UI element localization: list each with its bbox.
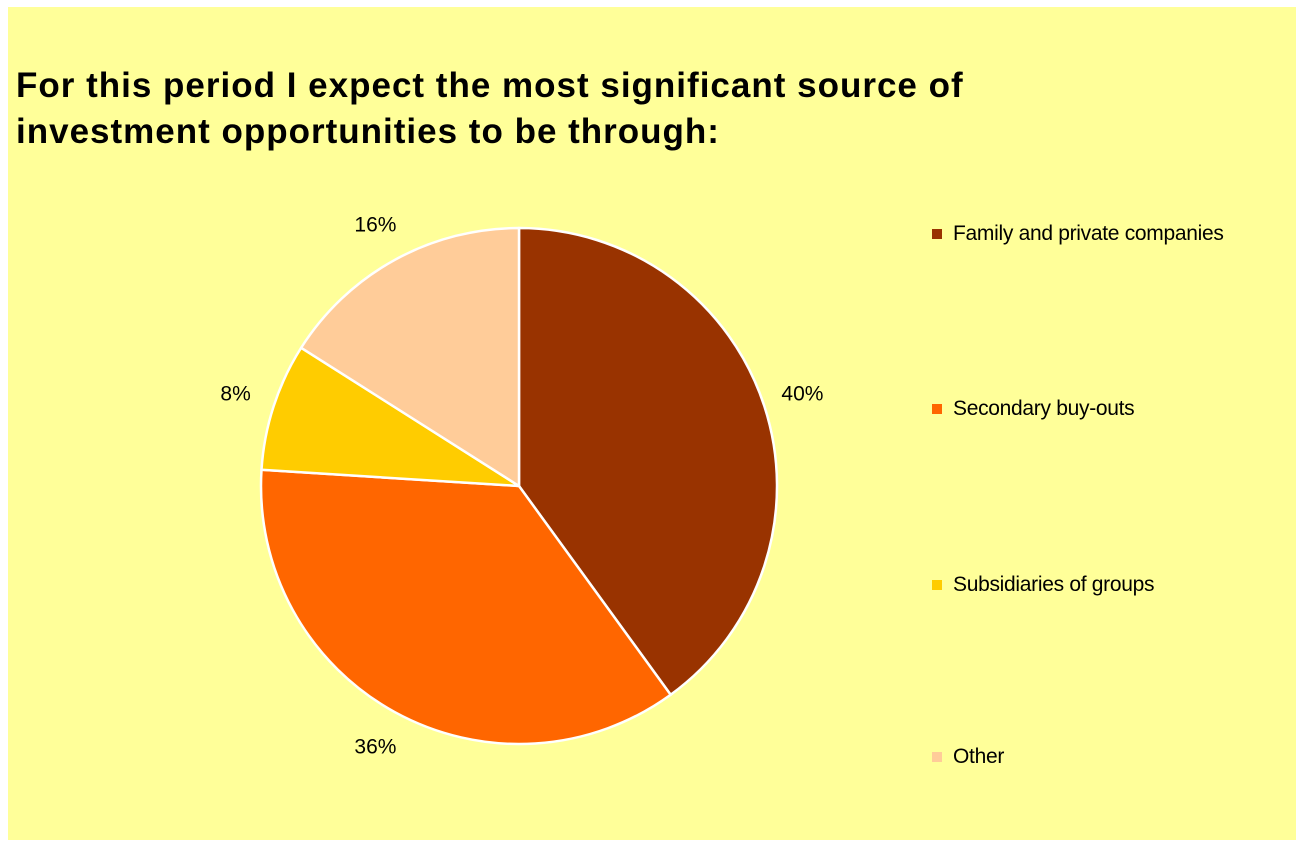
legend-swatch-other	[932, 752, 942, 762]
legend-swatch-subsidiaries	[932, 580, 942, 590]
legend-label-subsidiaries: Subsidiaries of groups	[953, 573, 1155, 596]
pie-slice-family-private	[517, 226, 779, 696]
legend-item-subsidiaries: Subsidiaries of groups	[932, 572, 1154, 598]
data-label-family-private: 40%	[781, 382, 823, 405]
legend-label-family-private: Family and private companies	[953, 222, 1224, 245]
data-label-subsidiaries: 8%	[220, 382, 250, 405]
legend-item-family-private: Family and private companies	[932, 221, 1224, 247]
pie-slice-secondary-buyouts	[259, 468, 672, 746]
chart-title-line-1: For this period I expect the most signif…	[16, 66, 964, 105]
legend-item-secondary-buyouts: Secondary buy-outs	[932, 396, 1135, 422]
legend-swatch-family-private	[932, 229, 942, 239]
pie-slice-subsidiaries	[260, 346, 521, 488]
pie-slice-other	[299, 226, 521, 488]
legend-swatch-secondary-buyouts	[932, 404, 942, 414]
data-label-secondary-buyouts: 36%	[354, 736, 396, 759]
legend-label-other: Other	[953, 745, 1005, 768]
legend-label-secondary-buyouts: Secondary buy-outs	[953, 397, 1135, 420]
chart-title-line-2: investment opportunities to be through:	[16, 112, 720, 151]
data-label-other: 16%	[354, 213, 396, 236]
chart-title: For this period I expect the most signif…	[16, 63, 1016, 155]
legend-item-other: Other	[932, 744, 1004, 770]
